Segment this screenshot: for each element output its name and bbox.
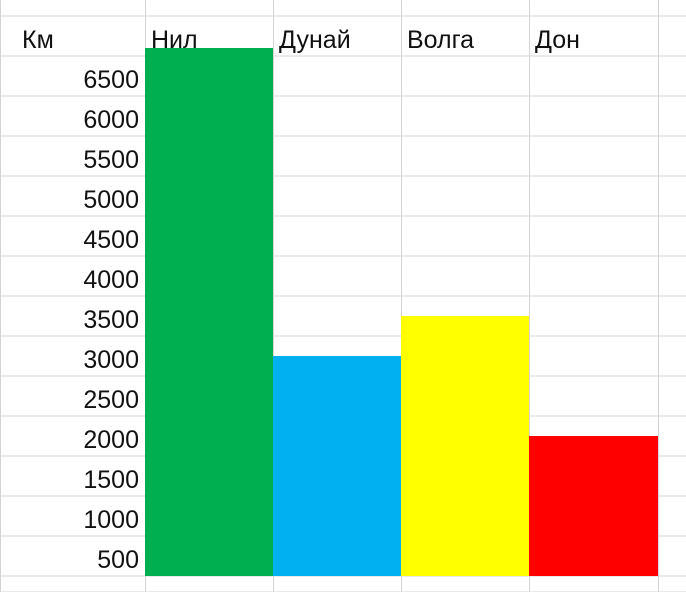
y-tick-label: 1000 bbox=[83, 506, 139, 534]
category-label: Дунай bbox=[279, 26, 351, 54]
y-tick-label: 2500 bbox=[83, 386, 139, 414]
corner-unit-label: Км bbox=[22, 26, 54, 54]
y-tick-label: 5000 bbox=[83, 186, 139, 214]
y-tick-label: 2000 bbox=[83, 426, 139, 454]
category-label: Нил bbox=[151, 26, 198, 54]
y-tick-label: 6500 bbox=[83, 66, 139, 94]
y-tick-label: 4000 bbox=[83, 266, 139, 294]
category-label: Волга bbox=[407, 26, 474, 54]
y-tick-label: 3500 bbox=[83, 306, 139, 334]
y-tick-label: 5500 bbox=[83, 146, 139, 174]
bar-3 bbox=[401, 316, 529, 576]
y-tick-label: 500 bbox=[97, 546, 139, 574]
bar-1 bbox=[145, 48, 273, 576]
y-tick-label: 6000 bbox=[83, 106, 139, 134]
y-tick-label: 3000 bbox=[83, 346, 139, 374]
y-tick-label: 4500 bbox=[83, 226, 139, 254]
bar-4 bbox=[529, 436, 658, 576]
bar-2 bbox=[273, 356, 401, 576]
y-tick-label: 1500 bbox=[83, 466, 139, 494]
category-label: Дон bbox=[535, 26, 580, 54]
